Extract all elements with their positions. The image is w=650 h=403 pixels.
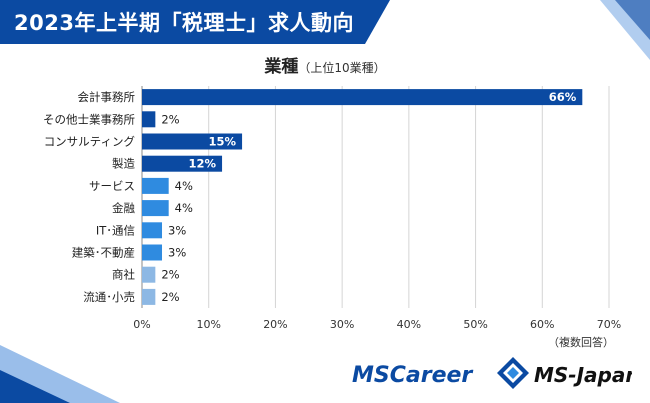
bar: [142, 89, 583, 106]
logos: MSCareer MS-Japan: [352, 357, 632, 389]
x-tick-label: 10%: [196, 318, 220, 331]
chart-note: （複数回答）: [548, 336, 614, 349]
bar: [142, 177, 169, 194]
ms-japan-logo: MS-Japan: [534, 363, 632, 387]
x-tick-label: 0%: [133, 318, 150, 331]
ms-japan-logo-mark-icon: [497, 357, 529, 389]
header-background: [0, 0, 390, 44]
category-label: IT･通信: [96, 223, 135, 237]
category-label: その他士業事務所: [43, 112, 135, 126]
bar: [142, 222, 163, 239]
data-label: 3%: [168, 223, 186, 237]
bar: [142, 111, 156, 128]
category-label: 流通･小売: [83, 290, 135, 304]
category-label: 金融: [112, 201, 135, 215]
x-tick-label: 60%: [530, 318, 554, 331]
data-label: 15%: [209, 135, 237, 149]
data-label: 4%: [175, 179, 193, 193]
data-label: 66%: [549, 90, 577, 104]
data-label: 12%: [189, 157, 217, 171]
category-label: 会計事務所: [78, 90, 136, 104]
data-label: 2%: [161, 112, 179, 126]
chart-title: 業種: [264, 57, 299, 77]
x-tick-label: 30%: [330, 318, 354, 331]
data-label: 4%: [175, 201, 193, 215]
x-tick-label: 50%: [463, 318, 487, 331]
page-title: 2023年上半期「税理士」求人動向: [14, 11, 354, 35]
x-tick-label: 70%: [597, 318, 621, 331]
category-label: 商社: [112, 268, 135, 282]
bar: [142, 133, 243, 150]
category-label: コンサルティング: [44, 135, 136, 149]
bar: [142, 200, 169, 217]
chart-subtitle: （上位10業種）: [298, 61, 386, 75]
data-label: 3%: [168, 246, 186, 260]
x-tick-label: 20%: [263, 318, 287, 331]
data-label: 2%: [161, 290, 179, 304]
bar: [142, 155, 223, 172]
category-label: 建築･不動産: [72, 246, 135, 260]
bar: [142, 288, 156, 305]
category-label: サービス: [89, 179, 135, 193]
data-label: 2%: [161, 268, 179, 282]
bar: [142, 266, 156, 283]
bar: [142, 244, 163, 261]
category-label: 製造: [112, 157, 135, 171]
x-tick-label: 40%: [397, 318, 421, 331]
header-banner: 2023年上半期「税理士」求人動向: [0, 0, 650, 44]
mscareer-logo: MSCareer: [352, 363, 473, 388]
chart-title-wrap: 業種（上位10業種）: [0, 52, 650, 77]
